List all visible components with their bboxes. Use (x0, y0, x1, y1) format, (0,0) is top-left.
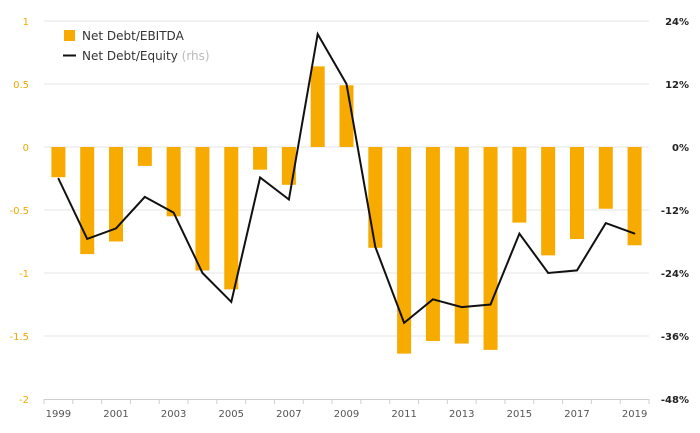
line-point-2010 (374, 245, 377, 248)
bar-2012 (425, 147, 440, 342)
bar-2005 (224, 147, 239, 290)
bar-2008 (310, 66, 325, 147)
equity-line-group (57, 31, 636, 325)
x-tick-label: 2011 (391, 409, 416, 420)
left-tick-label: -1 (19, 269, 29, 280)
right-tick-label: -48% (661, 395, 689, 406)
line-point-2007 (288, 198, 290, 201)
line-point-2004 (201, 272, 204, 274)
line-point-2018 (604, 222, 607, 224)
line-point-2003 (172, 211, 175, 214)
line-point-1999 (57, 177, 60, 180)
line-point-2011 (403, 322, 405, 324)
left-tick-label: -1.5 (9, 332, 29, 343)
line-point-2001 (115, 227, 117, 230)
right-tick-label: -12% (661, 206, 689, 217)
x-tick-label: 2019 (622, 409, 647, 420)
x-tick-label: 2017 (564, 409, 589, 420)
x-tick-label: 2003 (161, 409, 186, 420)
line-point-2006 (259, 176, 261, 179)
bar-2013 (454, 147, 469, 344)
line-point-2012 (432, 298, 434, 301)
right-tick-label: -36% (661, 332, 689, 343)
x-axis-ticks: 1999 2001 2003 2005 2007 2009 2011 2013 2015 2017… (46, 409, 648, 420)
bar-2017 (569, 147, 584, 239)
x-tick-label: 2015 (507, 409, 532, 420)
x-tick-label: 2013 (449, 409, 474, 420)
legend-label-ebitda: Net Debt/EBITDA (82, 29, 185, 43)
right-tick-label: 12% (665, 80, 689, 91)
bar-2014 (483, 147, 498, 350)
left-tick-label: -2 (19, 395, 29, 406)
line-point-2000 (86, 238, 89, 240)
bar-2003 (166, 147, 181, 217)
x-tick-label: 2007 (276, 409, 301, 420)
right-tick-label: 24% (665, 17, 689, 28)
left-tick-label: 0 (23, 143, 29, 154)
left-tick-label: 0.5 (13, 80, 29, 91)
left-tick-label: 1 (23, 17, 29, 28)
x-tick-label: 2005 (219, 409, 244, 420)
legend-label-equity-name: Net Debt/Equity (82, 49, 178, 63)
bar-2016 (541, 147, 556, 256)
line-point-2016 (547, 272, 549, 274)
line-point-2005 (230, 301, 233, 303)
legend-label-equity-suffix: (rhs) (182, 49, 210, 63)
line-point-2014 (489, 303, 492, 306)
x-tick-label: 2009 (334, 409, 359, 420)
bar-2011 (397, 147, 412, 354)
bar-2004 (195, 147, 210, 271)
bar-2019 (627, 147, 642, 246)
left-tick-label: -0.5 (9, 206, 29, 217)
left-axis-ticks: 1 0.5 0 -0.5 -1 -1.5 -2 (9, 17, 29, 406)
line-point-2008 (316, 33, 319, 35)
bar-2010 (368, 147, 383, 248)
bar-2001 (109, 147, 124, 242)
legend-label-equity: Net Debt/Equity (rhs) (82, 49, 210, 63)
line-point-2013 (460, 306, 463, 308)
legend-swatch-bar (64, 30, 75, 41)
x-tick-label: 1999 (46, 409, 71, 420)
line-point-2019 (633, 232, 636, 235)
bar-2015 (512, 147, 527, 223)
line-point-2015 (518, 232, 521, 235)
bar-2002 (137, 147, 152, 166)
line-point-2017 (576, 269, 578, 272)
bar-2006 (253, 147, 268, 170)
bar-2000 (80, 147, 95, 255)
x-axis (43, 399, 650, 404)
bar-1999 (51, 147, 66, 178)
grid-lines (44, 20, 649, 337)
bar-2018 (598, 147, 613, 209)
x-tick-label: 2001 (103, 409, 128, 420)
right-tick-label: 0% (672, 143, 689, 154)
line-point-2009 (345, 83, 348, 85)
ebitda-bars (51, 66, 642, 354)
line-point-2002 (144, 196, 146, 198)
right-tick-label: -24% (661, 269, 689, 280)
right-axis-ticks: 24% 12% 0% -12% -24% -36% -48% (661, 17, 689, 406)
legend: Net Debt/EBITDA Net Debt/Equity (rhs) (63, 29, 210, 63)
